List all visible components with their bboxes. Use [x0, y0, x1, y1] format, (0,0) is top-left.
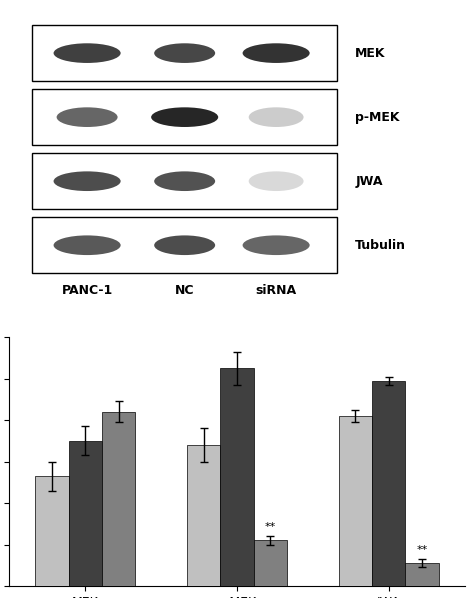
Bar [254, 541, 287, 586]
Text: MEK: MEK [356, 47, 386, 60]
Text: Tubulin: Tubulin [356, 239, 406, 252]
Ellipse shape [151, 107, 218, 127]
Ellipse shape [154, 172, 215, 191]
Ellipse shape [243, 236, 310, 255]
Bar [32, 25, 337, 81]
Text: PANC-1: PANC-1 [62, 284, 113, 297]
Bar [102, 412, 136, 586]
Bar [187, 445, 220, 586]
Bar [32, 89, 337, 145]
Ellipse shape [154, 43, 215, 63]
Text: NC: NC [175, 284, 194, 297]
Text: **: ** [417, 545, 428, 555]
Bar [338, 416, 372, 586]
Bar [32, 153, 337, 209]
Ellipse shape [249, 172, 303, 191]
Text: **: ** [265, 522, 276, 532]
Bar [69, 441, 102, 586]
Text: JWA: JWA [356, 175, 383, 188]
Ellipse shape [54, 172, 121, 191]
Bar [405, 563, 439, 586]
Bar [372, 381, 405, 586]
Text: p-MEK: p-MEK [356, 111, 400, 124]
Bar [220, 368, 254, 586]
Ellipse shape [243, 43, 310, 63]
Ellipse shape [154, 236, 215, 255]
Ellipse shape [56, 107, 118, 127]
Bar [35, 476, 69, 586]
Ellipse shape [249, 107, 303, 127]
Bar [32, 217, 337, 273]
Ellipse shape [54, 236, 121, 255]
Text: siRNA: siRNA [255, 284, 297, 297]
Ellipse shape [54, 43, 121, 63]
